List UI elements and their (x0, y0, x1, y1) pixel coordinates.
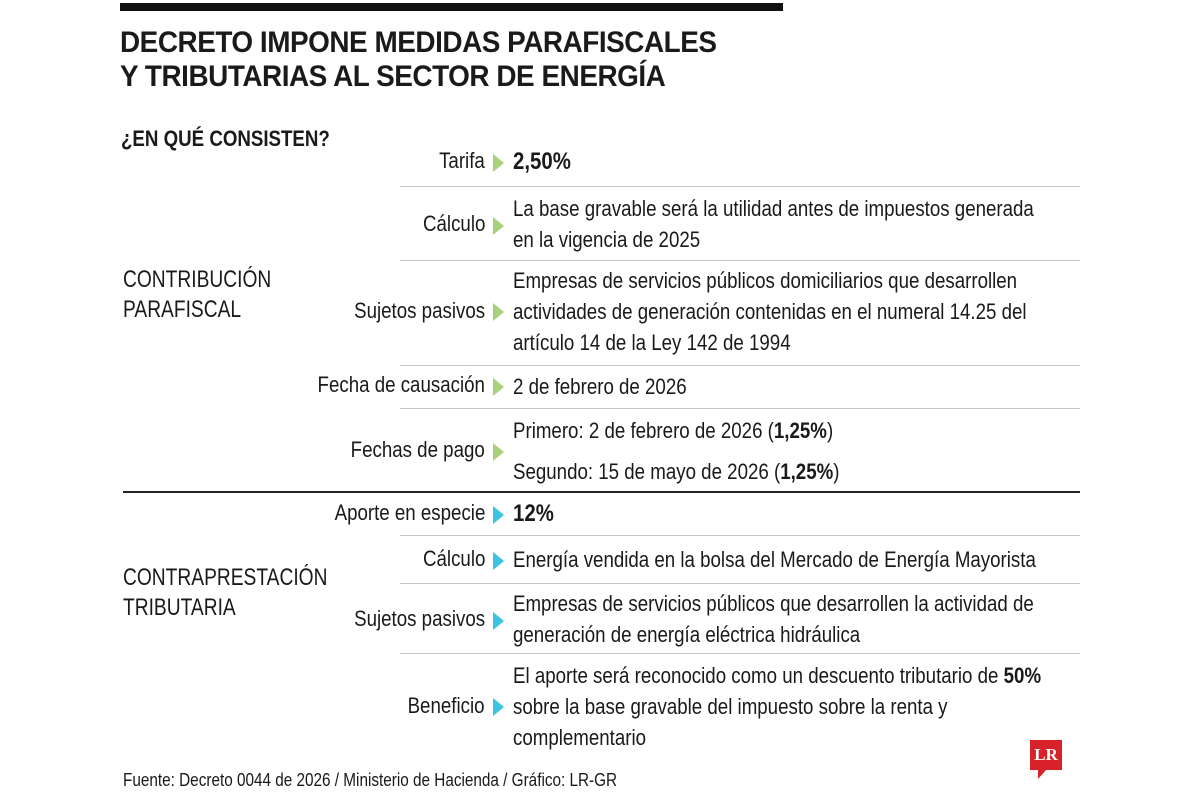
row-value-2: Segundo: 15 de mayo de 2026 (1,25%) (513, 456, 1057, 487)
section-name-line2: PARAFISCAL (123, 296, 242, 323)
title-line-1: DECRETO IMPONE MEDIDAS PARAFISCALES (120, 26, 717, 59)
benefit-text-post: sobre la base gravable del impuesto sobr… (513, 694, 948, 750)
section-name-line2: TRIBUTARIA (123, 594, 236, 621)
divider (400, 186, 1080, 187)
divider (400, 583, 1080, 584)
row-value: Primero: 2 de febrero de 2026 (1,25%) (513, 415, 1057, 446)
arrow-icon (493, 443, 504, 461)
row-value: El aporte será reconocido como un descue… (513, 660, 1057, 753)
section-label-contribucion: CONTRIBUCIÓN PARAFISCAL (123, 265, 271, 325)
title-line-2: Y TRIBUTARIAS AL SECTOR DE ENERGÍA (120, 60, 666, 93)
lr-logo: LR (1030, 740, 1062, 779)
divider (400, 365, 1080, 366)
row-label: Fechas de pago (350, 437, 485, 462)
payment-1-text: Primero: 2 de febrero de 2026 ( (513, 418, 774, 443)
divider (400, 535, 1080, 536)
row-label: Cálculo (422, 546, 485, 571)
section-divider (123, 491, 1080, 493)
arrow-icon (493, 378, 504, 396)
row-value: Energía vendida en la bolsa del Mercado … (513, 547, 1036, 572)
row-label: Cálculo (422, 211, 485, 236)
row-label: Beneficio (408, 693, 485, 718)
payment-2-percent: 1,25% (780, 459, 834, 484)
page-title: DECRETO IMPONE MEDIDAS PARAFISCALES Y TR… (120, 26, 771, 94)
payment-2-text: Segundo: 15 de mayo de 2026 ( (513, 459, 781, 484)
benefit-percent: 50% (1003, 663, 1042, 688)
row-value: 2,50% (513, 148, 571, 175)
divider (400, 408, 1080, 409)
row-value: La base gravable será la utilidad antes … (513, 196, 1034, 252)
arrow-icon (493, 612, 504, 630)
benefit-text-pre: El aporte será reconocido como un descue… (513, 663, 1004, 688)
row-label: Tarifa (439, 148, 485, 173)
row-value: 2 de febrero de 2026 (513, 374, 687, 399)
arrow-icon (493, 698, 504, 716)
subtitle: ¿EN QUÉ CONSISTEN? (121, 126, 330, 151)
section-label-contraprestacion: CONTRAPRESTACIÓN TRIBUTARIA (123, 563, 327, 623)
row-value: Empresas de servicios públicos que desar… (513, 591, 1034, 647)
paren: ) (833, 459, 840, 484)
row-value: Empresas de servicios públicos domicilia… (513, 268, 1027, 355)
divider (400, 653, 1080, 654)
row-label: Sujetos pasivos (354, 298, 485, 323)
paren: ) (826, 418, 834, 443)
arrow-icon (493, 217, 504, 235)
row-label: Sujetos pasivos (354, 606, 485, 631)
arrow-icon (493, 154, 504, 172)
section-name-line1: CONTRAPRESTACIÓN (123, 564, 328, 591)
row-label: Aporte en especie (334, 500, 485, 525)
divider (400, 260, 1080, 261)
section-name-line1: CONTRIBUCIÓN (123, 266, 272, 293)
arrow-icon (493, 552, 504, 570)
row-value: 12% (513, 500, 554, 527)
arrow-icon (493, 303, 504, 321)
arrow-icon (493, 506, 504, 524)
payment-1-percent: 1,25% (773, 418, 827, 443)
row-label: Fecha de causación (317, 372, 485, 397)
top-rule (120, 3, 783, 11)
source-footer: Fuente: Decreto 0044 de 2026 / Ministeri… (123, 770, 618, 790)
